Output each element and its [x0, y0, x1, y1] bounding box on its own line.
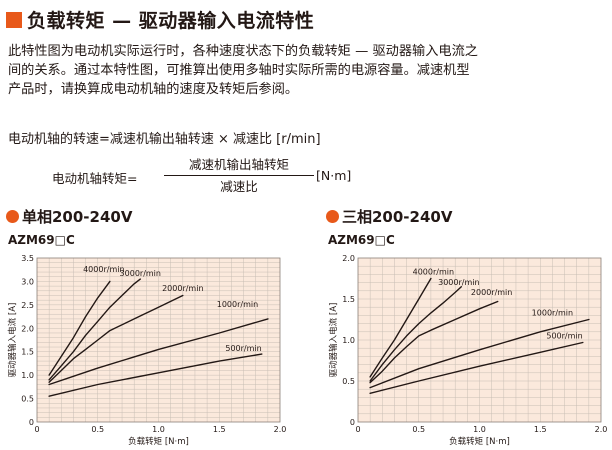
x-tick-label: 0: [34, 425, 39, 434]
fraction-numerator: 减速机输出轴转矩: [188, 157, 289, 172]
y-tick-label: 2.0: [342, 254, 355, 263]
series-line-3: [48, 318, 269, 386]
x-tick-label: 1.0: [473, 425, 486, 434]
y-tick-label: 2.0: [21, 324, 34, 333]
y-axis-label: 驱动器输入电流 [A]: [328, 303, 339, 378]
series-line-0: [48, 280, 111, 376]
series-label-0: 4000r/min: [83, 265, 124, 274]
series-line-4: [48, 353, 263, 397]
y-tick-label: 2.5: [21, 301, 34, 310]
three-phase-heading: 三相200-240V: [326, 206, 452, 227]
y-tick-label: 1.5: [342, 295, 355, 304]
x-tick-label: 2.0: [595, 425, 608, 434]
single-phase-chart: 0 0.5 1.0 1.5 2.0 0 0.5 1.0 1.5 2.0 2.5 3.0 3.5 负载转矩 …: [7, 254, 287, 447]
y-tick-label: 0: [29, 418, 34, 427]
three-phase-model: AZM69□C: [328, 233, 395, 247]
torque-formula-label: 电动机轴转矩=: [52, 171, 138, 186]
intro-paragraph: 此特性图为电动机实际运行时，各种速度状态下的负载转矩 — 驱动器输入电流之间的关…: [8, 44, 478, 97]
y-tick-label: 1.0: [342, 336, 355, 345]
fraction-bar: [164, 175, 314, 176]
three-phase-heading-text: 三相200-240V: [342, 208, 453, 226]
page-title: 负载转矩 — 驱动器输入电流特性: [27, 10, 315, 32]
series-label-3: 1000r/min: [532, 308, 573, 317]
plot-border: [36, 257, 281, 423]
series-line-1: [48, 278, 142, 381]
three-phase-chart: 0 0.5 1.0 1.5 2.0 0 0.5 1.0 1.5 2.0 负载转矩 [N·m] 驱动器输…: [328, 254, 608, 447]
series-line-0: [369, 277, 432, 378]
series-label-4: 500r/min: [225, 344, 261, 353]
x-tick-label: 1.5: [213, 425, 226, 434]
title-square-icon: [6, 11, 22, 28]
y-tick-label: 0.5: [21, 395, 34, 404]
series-label-0: 4000r/min: [413, 267, 454, 276]
series-line-2: [48, 294, 184, 383]
series-label-2: 2000r/min: [471, 288, 512, 297]
series-line-2: [369, 300, 499, 384]
series-label-1: 3000r/min: [438, 278, 479, 287]
y-tick-label: 1.5: [21, 348, 34, 357]
x-axis-label: 负载转矩 [N·m]: [128, 436, 189, 447]
bullet-dot-icon: [6, 210, 19, 223]
section-title: 负载转矩 — 驱动器输入电流特性: [6, 6, 314, 33]
x-tick-label: 0.5: [412, 425, 425, 434]
speed-formula: 电动机轴的转速=减速机输出轴转速 × 减速比 [r/min]: [8, 132, 321, 147]
x-tick-label: 2.0: [274, 425, 287, 434]
series-label-2: 2000r/min: [162, 284, 203, 293]
y-axis-label: 驱动器输入电流 [A]: [7, 303, 18, 378]
y-tick-label: 0: [350, 418, 355, 427]
plot-border: [357, 257, 602, 423]
single-phase-model: AZM69□C: [8, 233, 75, 247]
y-tick-label: 0.5: [342, 377, 355, 386]
bullet-dot-icon: [326, 210, 339, 223]
x-tick-label: 0: [355, 425, 360, 434]
single-phase-heading-text: 单相200-240V: [22, 208, 133, 226]
x-tick-label: 1.5: [534, 425, 547, 434]
series-line-1: [369, 286, 463, 382]
y-tick-label: 3.0: [21, 277, 34, 286]
series-line-3: [369, 318, 590, 389]
y-tick-label: 3.5: [21, 254, 34, 263]
torque-fraction: 减速机输出轴转矩 减速比: [164, 156, 314, 196]
fraction-denominator: 减速比: [220, 179, 258, 194]
torque-unit: [N·m]: [316, 168, 352, 183]
series-line-4: [369, 341, 584, 395]
y-tick-label: 1.0: [21, 371, 34, 380]
x-axis-label: 负载转矩 [N·m]: [449, 436, 510, 447]
x-tick-label: 0.5: [91, 425, 104, 434]
series-label-1: 3000r/min: [120, 269, 161, 278]
single-phase-heading: 单相200-240V: [6, 206, 132, 227]
x-tick-label: 1.0: [152, 425, 165, 434]
series-label-3: 1000r/min: [217, 300, 258, 309]
series-label-4: 500r/min: [546, 331, 582, 340]
